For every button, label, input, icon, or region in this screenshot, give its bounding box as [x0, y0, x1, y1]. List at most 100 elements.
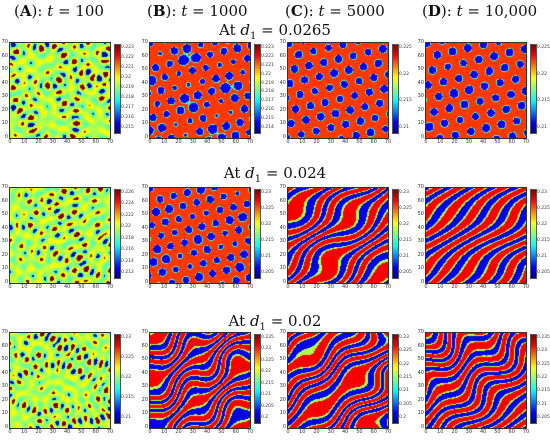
- x-tick-label: 40: [341, 139, 349, 145]
- x-tick-label: 0: [424, 139, 428, 145]
- colorbar-tick-label: 0.235: [537, 335, 550, 340]
- y-tick-label: 20: [1, 106, 8, 113]
- colorbar-tick-label: 0.221: [121, 65, 134, 70]
- column-header-c: (C): t = 5000: [285, 2, 385, 20]
- pattern-plot: [149, 332, 251, 429]
- y-tick-label: 70: [1, 39, 8, 45]
- colorbar: [114, 334, 121, 424]
- y-tick-label: 50: [417, 211, 424, 218]
- colorbar-tick-label: 0.23: [537, 190, 548, 195]
- y-tick-label: 20: [279, 251, 286, 258]
- y-tick-label: 70: [417, 39, 424, 45]
- pattern-plot: [9, 187, 111, 284]
- x-tick-label: 40: [63, 139, 71, 145]
- y-tick-label: 0: [282, 279, 286, 285]
- x-tick-label: 10: [161, 429, 168, 435]
- x-tick-label: 40: [341, 429, 349, 435]
- colorbar-tick-label: 0.222: [261, 53, 274, 59]
- colorbar-tick-label: 0.22: [261, 71, 272, 77]
- colorbar-tick-label: 0.22: [537, 71, 548, 77]
- colorbar-tick-label: 0.22: [399, 361, 410, 367]
- y-tick-label: 0: [4, 134, 8, 140]
- x-tick-label: 10: [299, 429, 306, 435]
- colorbar-tick-label: 0.205: [537, 270, 550, 275]
- y-tick-label: 50: [279, 356, 286, 363]
- y-tick-label: 60: [417, 197, 424, 204]
- y-tick-label: 20: [417, 106, 424, 113]
- y-tick-label: 40: [1, 79, 8, 86]
- y-tick-label: 30: [279, 383, 286, 390]
- y-tick-label: 40: [141, 369, 148, 376]
- colorbar: [254, 334, 261, 424]
- x-tick-label: 20: [35, 284, 42, 290]
- colorbar-tick-label: 0.22: [537, 375, 548, 380]
- colorbar-tick-label: 0.23: [261, 346, 272, 352]
- colorbar-tick-label: 0.21: [537, 254, 548, 259]
- y-tick-label: 70: [1, 329, 8, 335]
- x-tick-label: 50: [494, 284, 501, 290]
- y-tick-label: 10: [1, 265, 8, 272]
- x-tick-label: 20: [313, 139, 320, 145]
- x-tick-label: 60: [232, 284, 239, 290]
- y-tick-label: 60: [417, 52, 424, 59]
- pattern-panel-r1-a: 70 60 50 40 30 20 10 0 0 10 20 30 40 50 60 70 0.223 0.222…: [0, 40, 134, 156]
- x-tick-label: 30: [189, 139, 197, 145]
- pattern-image: [10, 333, 110, 428]
- y-tick-label: 70: [141, 184, 148, 190]
- pattern-panel-r3-b: 70 60 50 40 30 20 10 0 0 10 20 30 40 50 60 70 0.235 0.23 0…: [140, 330, 274, 446]
- pattern-plot: [287, 332, 389, 429]
- pattern-plot: [287, 42, 389, 139]
- colorbar-tick-label: 0.21: [537, 125, 548, 130]
- colorbar-tick-label: 0.225: [261, 357, 274, 363]
- x-tick-label: 50: [218, 284, 225, 290]
- x-tick-label: 70: [384, 284, 392, 290]
- x-tick-label: 70: [246, 139, 254, 145]
- colorbar-tick-label: 0.215: [261, 238, 274, 243]
- y-tick-label: 50: [141, 356, 148, 363]
- y-tick-label: 30: [141, 238, 148, 245]
- x-tick-label: 60: [232, 429, 239, 435]
- x-tick-label: 10: [21, 284, 28, 290]
- y-tick-label: 40: [279, 224, 286, 231]
- colorbar-tick-label: 0.223: [121, 45, 134, 50]
- colorbar-tick-label: 0.205: [261, 403, 274, 409]
- x-tick-label: 0: [8, 429, 12, 435]
- colorbar-tick-label: 0.223: [261, 45, 274, 50]
- x-tick-label: 70: [522, 429, 530, 435]
- pattern-panel-r2-a: 70 60 50 40 30 20 10 0 0 10 20 30 40 50 60 70 0.226 0.224…: [0, 185, 134, 301]
- y-tick-label: 10: [417, 120, 424, 127]
- pattern-panel-r2-b: 70 60 50 40 30 20 10 0 0 10 20 30 40 50 60 70 0.23 0.225 0…: [140, 185, 274, 301]
- x-tick-label: 0: [8, 284, 12, 290]
- x-tick-label: 20: [313, 429, 320, 435]
- colorbar-tick-label: 0.215: [537, 238, 550, 243]
- colorbar-tick-label: 0.23: [537, 348, 548, 354]
- colorbar: [530, 334, 537, 424]
- colorbar-tick-label: 0.205: [537, 415, 550, 420]
- x-tick-label: 0: [424, 284, 428, 290]
- y-tick-label: 30: [279, 238, 286, 245]
- y-tick-label: 60: [141, 52, 148, 59]
- x-tick-label: 30: [189, 284, 197, 290]
- pattern-plot: [425, 332, 527, 429]
- y-tick-label: 70: [417, 184, 424, 190]
- colorbar: [392, 44, 399, 134]
- x-tick-label: 30: [465, 429, 473, 435]
- y-tick-label: 10: [279, 265, 286, 272]
- x-tick-label: 20: [175, 429, 182, 435]
- pattern-image: [150, 188, 250, 283]
- y-tick-label: 70: [417, 329, 424, 335]
- colorbar-tick-label: 0.21: [537, 401, 548, 407]
- y-tick-label: 40: [417, 79, 424, 86]
- x-tick-label: 30: [327, 139, 335, 145]
- x-tick-label: 20: [175, 284, 182, 290]
- colorbar-tick-label: 0.215: [537, 388, 550, 394]
- colorbar: [254, 189, 261, 279]
- column-header-a: (A): t = 100: [14, 2, 104, 20]
- y-tick-label: 20: [279, 106, 286, 113]
- y-tick-label: 50: [417, 66, 424, 73]
- colorbar-tick-label: 0.23: [121, 335, 132, 340]
- pattern-panel-r3-c: 70 60 50 40 30 20 10 0 0 10 20 30 40 50 60 70 0.23 0.225 0…: [278, 330, 412, 446]
- x-tick-label: 30: [49, 139, 57, 145]
- colorbar-tick-label: 0.23: [261, 190, 272, 195]
- x-tick-label: 40: [63, 429, 71, 435]
